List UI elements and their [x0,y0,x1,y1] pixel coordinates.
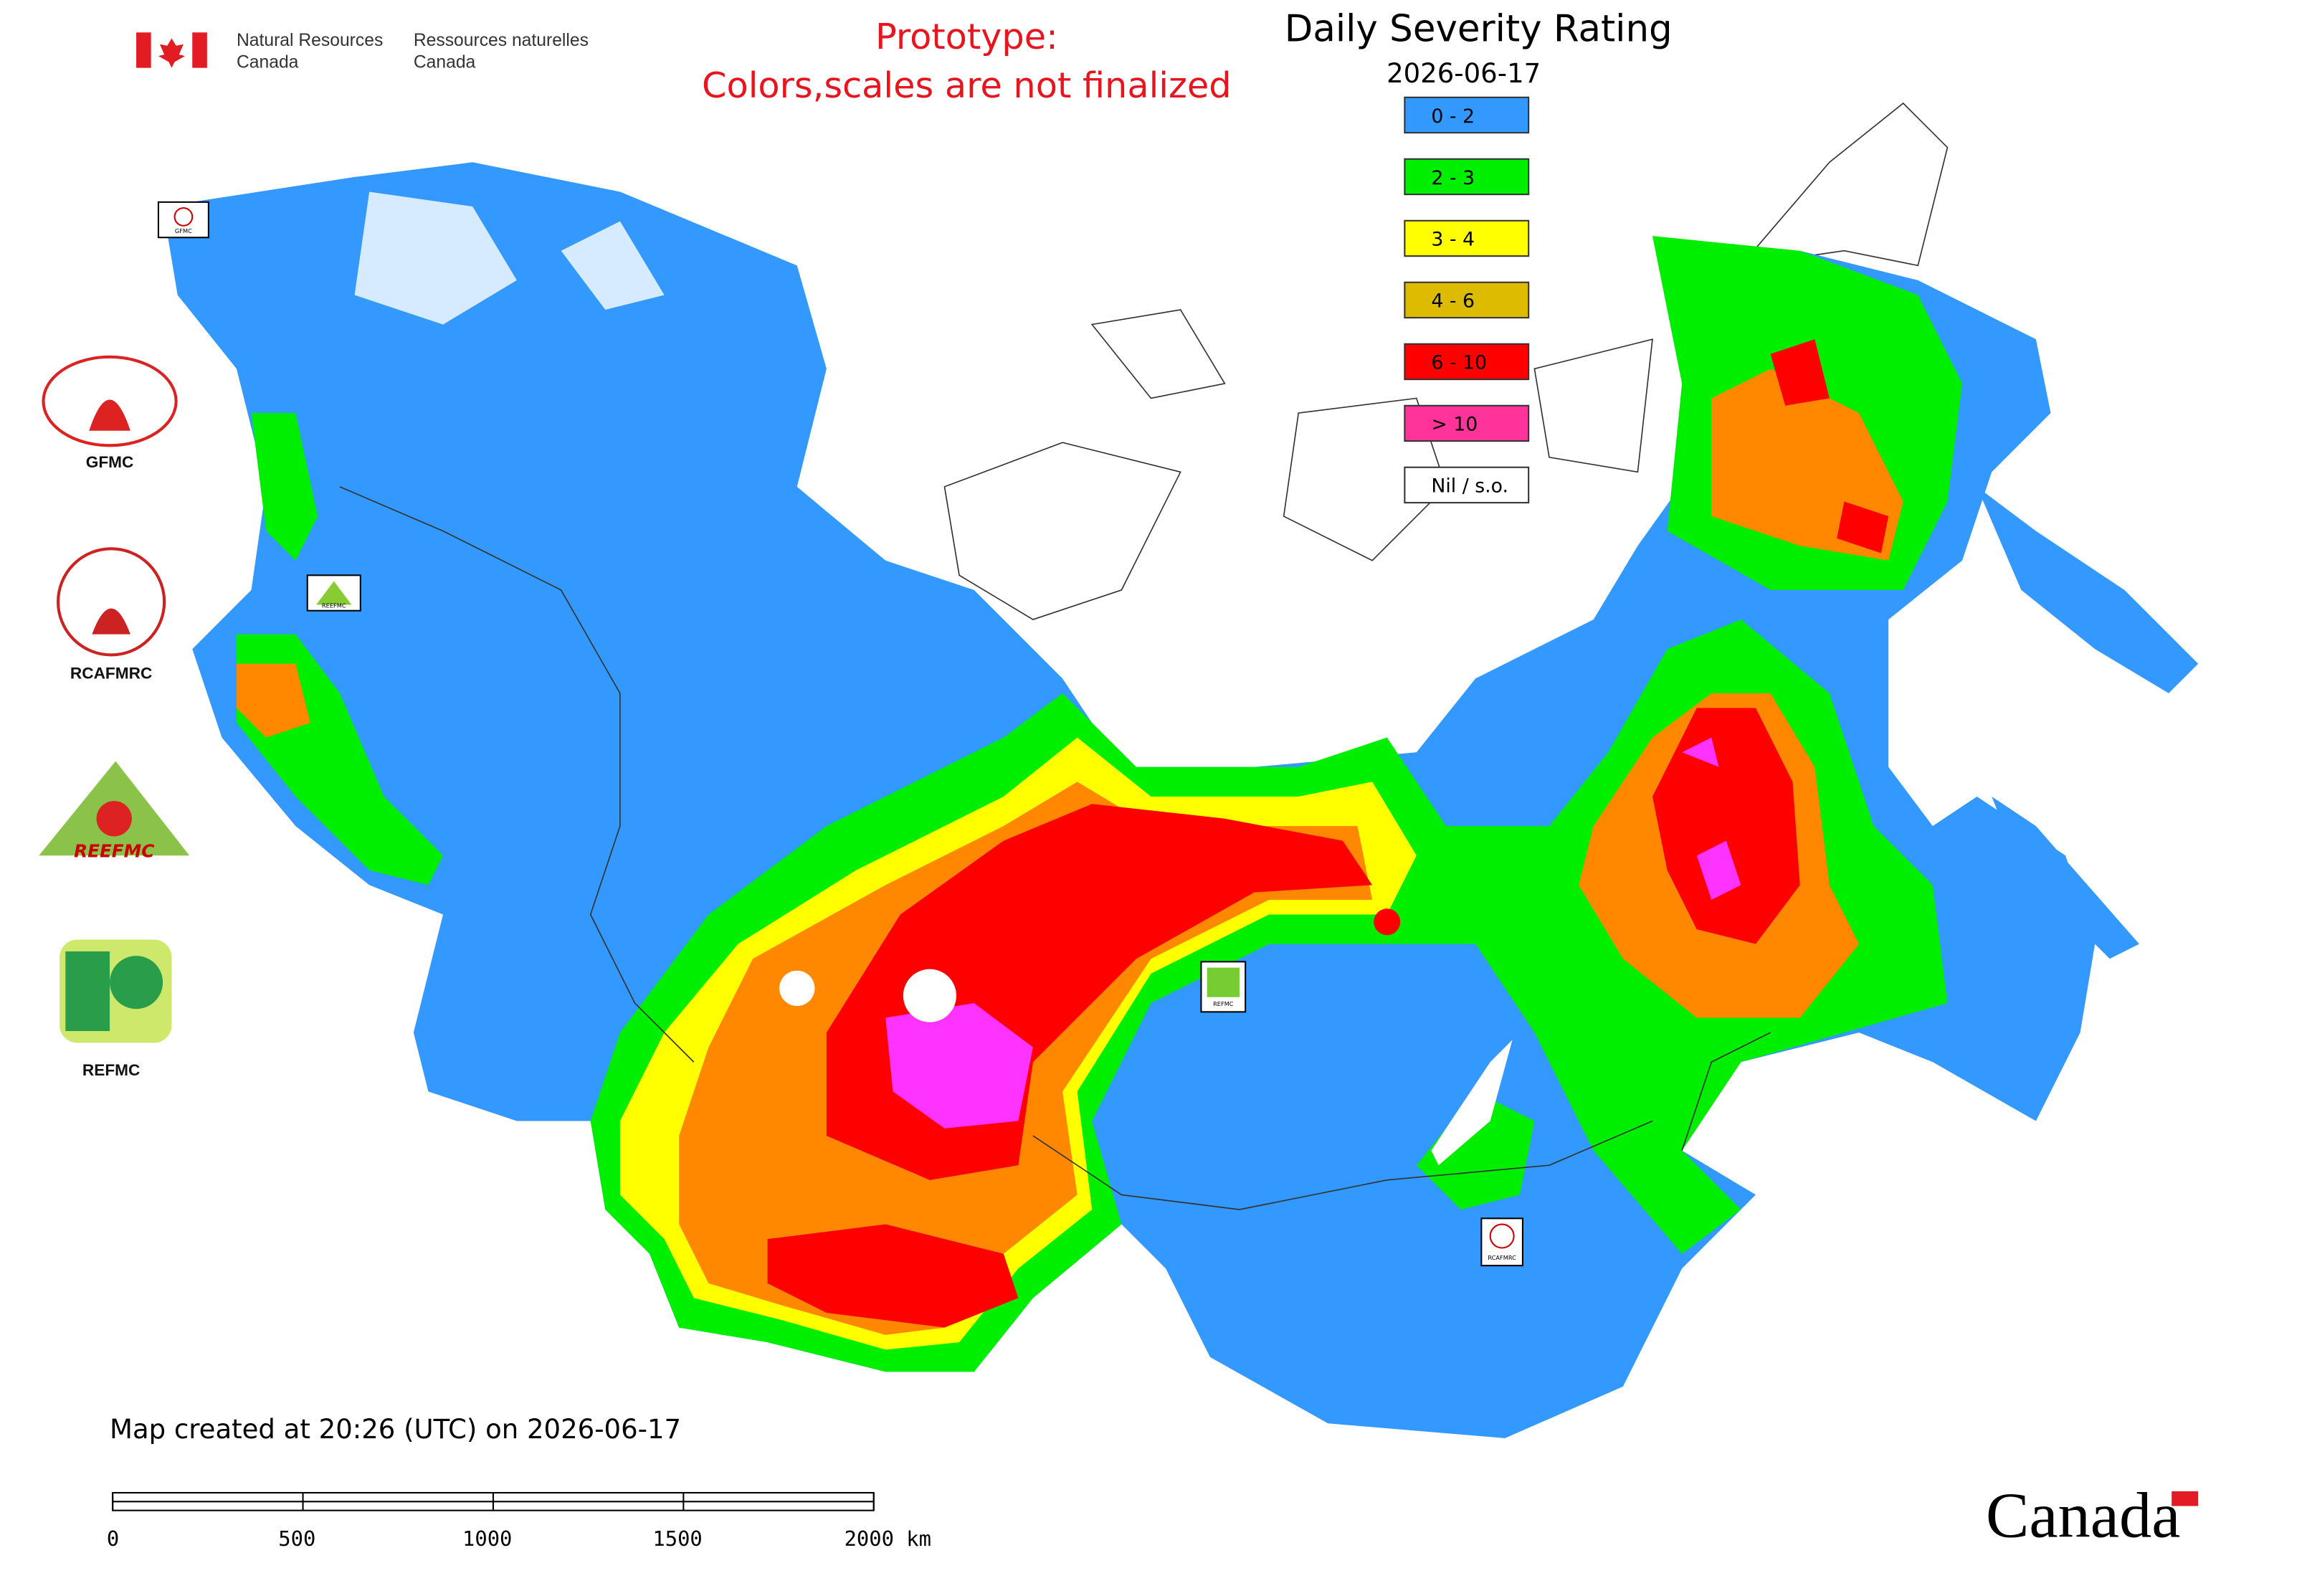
wordmark-flag [2172,1491,2199,1506]
legend-swatch [1404,219,1530,257]
created-note: Map created at 20:26 (UTC) on 2026-06-17 [110,1414,681,1445]
legend-swatch [1404,158,1530,196]
logo-label: GFMC [86,453,134,471]
severity-zone [1416,1091,1535,1210]
scale-label: 1000 [462,1526,512,1551]
severity-zone [767,1224,1019,1328]
prototype-note: Prototype: [875,16,1058,57]
sakhalin [1992,796,2139,959]
map-logo-label: RCAFMRC [1488,1254,1516,1261]
legend-label: 6 - 10 [1431,352,1487,374]
logo-wordmark: REEFMC [74,840,154,861]
severity-zone [885,1002,1033,1129]
legend-title: Daily Severity Rating [1285,8,1673,51]
legend-label: 4 - 6 [1431,290,1475,313]
severity-zone [1770,339,1889,554]
scale-label: 500 [278,1526,315,1551]
legend-swatch [1404,404,1530,442]
legend-label: 2 - 3 [1431,167,1475,189]
legend-label: > 10 [1431,414,1478,436]
scale-label: 1500 [652,1526,702,1551]
kamchatka [1977,486,2199,693]
severity-zone [1682,737,1741,900]
severity-zone [1652,708,1800,944]
coastline [943,102,1949,620]
agency-fr: Canada [414,53,476,72]
map-logo-label: GFMC [175,227,192,234]
canada-flag [136,32,207,68]
agency-en: Canada [237,53,299,72]
map-logo: RCAFMRC [1480,1217,1523,1267]
map: GFMC REEFMC REFMC RCAFMRC [157,102,2199,1438]
map-logo: REFMC [1200,961,1247,1013]
legend-swatch [1404,466,1530,504]
map-logo-label: REEFMC [322,602,346,609]
nil-area [354,191,665,325]
legend-label: Nil / s.o. [1431,475,1508,498]
legend-swatch [1404,343,1530,381]
canada-wordmark: Canada [1986,1479,2180,1552]
severity-zone [236,663,310,738]
side-logos: GFMC RCAFMRC REEFMC REFMC [39,355,190,1079]
scale-label: 2000 km [845,1526,931,1551]
legend-label: 0 - 2 [1431,105,1475,128]
severity-zone [236,413,443,885]
scale-bar: 0 500 1000 1500 2000 km [107,1491,931,1551]
agency-fr: Ressources naturelles [414,31,589,50]
logo-label: REFMC [82,1061,140,1079]
legend-label: 3 - 4 [1431,229,1475,251]
country-border [339,486,1771,1210]
legend: 0 - 2 2 - 3 3 - 4 4 - 6 6 - 10 > 10 Nil / s.o. [1404,96,1530,504]
prototype-note: Colors,scales are not finalized [702,65,1232,106]
nil-area [779,970,815,1007]
logo-label: RCAFMRC [70,664,152,682]
legend-swatch [1404,96,1530,134]
map-logo: GFMC [157,201,209,239]
agency-en: Natural Resources [237,31,383,50]
legend-date: 2026-06-17 [1387,58,1541,89]
map-logo: REEFMC [306,574,361,612]
hotspot [1374,908,1401,936]
scale-label: 0 [107,1526,119,1551]
nil-area [903,969,956,1022]
legend-swatch [1404,281,1530,319]
lake-baikal [1431,1040,1513,1166]
map-logo-label: REFMC [1213,1000,1234,1007]
